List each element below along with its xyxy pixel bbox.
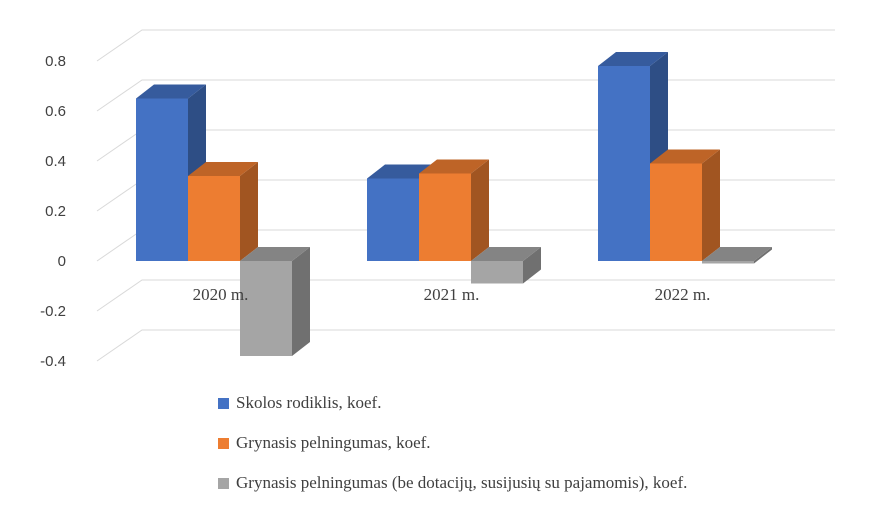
bar-front — [650, 163, 702, 261]
category-label: 2020 m. — [193, 285, 249, 304]
bar-2-3 — [650, 149, 720, 261]
bar-side — [240, 162, 258, 261]
bar-front — [598, 66, 650, 261]
bar-top — [650, 149, 720, 164]
bar-3-1 — [240, 247, 310, 356]
bar-front — [240, 261, 292, 356]
gridline — [96, 329, 835, 362]
bar-side — [292, 247, 310, 356]
legend-item-skolos-rodiklis: Skolos rodiklis, koef. — [218, 393, 687, 413]
bar-front — [367, 178, 419, 261]
legend-label-skolos-rodiklis: Skolos rodiklis, koef. — [236, 393, 382, 412]
bar-front — [419, 173, 471, 261]
y-tick-label: 0.6 — [45, 103, 66, 120]
bar-top — [702, 247, 772, 261]
bar-top — [240, 247, 310, 261]
bar-top — [471, 247, 541, 261]
legend-swatch-grynasis-pelningumas-be-dotaciju — [218, 477, 229, 489]
y-tick-label: 0.4 — [45, 153, 66, 170]
y-tick-label: -0.4 — [40, 353, 66, 370]
y-tick-label: 0.8 — [45, 53, 66, 70]
gridline — [96, 129, 835, 162]
legend-item-grynasis-pelningumas: Grynasis pelningumas, koef. — [218, 433, 687, 453]
legend-swatch-grynasis-pelningumas — [218, 437, 229, 449]
legend-label-grynasis-pelningumas: Grynasis pelningumas, koef. — [236, 433, 431, 452]
bar-top — [136, 84, 206, 99]
gridline — [96, 279, 835, 312]
y-axis-ticks: -0.4 -0.2 0 0.2 0.4 0.6 0.8 — [40, 53, 66, 370]
legend-label-grynasis-pelningumas-be-dotaciju: Grynasis pelningumas (be dotacijų, susij… — [236, 473, 688, 492]
y-tick-label: -0.2 — [40, 303, 66, 320]
x-axis-categories: 2020 m. 2021 m. 2022 m. — [193, 285, 711, 304]
bar-side — [523, 247, 541, 284]
bars — [136, 52, 772, 356]
category-label: 2021 m. — [424, 285, 480, 304]
gridline — [96, 79, 835, 112]
bar-3-3 — [702, 247, 772, 264]
bar-top — [188, 162, 258, 176]
bar-top — [419, 159, 489, 174]
bar-side — [471, 159, 489, 261]
legend-item-grynasis-pelningumas-be-dotaciju: Grynasis pelningumas (be dotacijų, susij… — [218, 473, 687, 493]
y-tick-label: 0.2 — [45, 203, 66, 220]
legend-swatch-skolos-rodiklis — [218, 397, 229, 409]
bar-front — [471, 261, 523, 284]
gridline — [96, 29, 835, 62]
bar-2-1 — [188, 162, 258, 261]
legend: Skolos rodiklis, koef. Grynasis pelningu… — [218, 393, 687, 513]
bar-side — [702, 149, 720, 261]
bar-3-2 — [471, 247, 541, 284]
bar-2-2 — [419, 159, 489, 261]
bar-front — [702, 261, 754, 264]
bar-top — [598, 52, 668, 66]
bar-side — [754, 247, 772, 264]
y-tick-label: 0 — [58, 253, 66, 270]
bar-front — [136, 98, 188, 261]
bar-front — [188, 176, 240, 261]
category-label: 2022 m. — [655, 285, 711, 304]
